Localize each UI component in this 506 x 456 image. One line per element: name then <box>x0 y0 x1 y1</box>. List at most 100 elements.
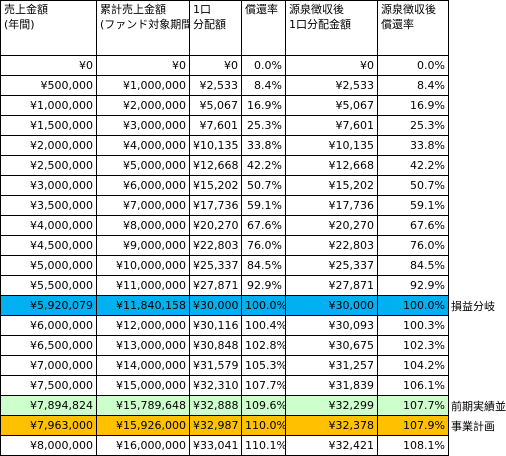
header-cell: 1口 分配額 <box>189 0 242 56</box>
table-cell: ¥14,000,000 <box>96 355 190 376</box>
table-cell: ¥12,000,000 <box>96 315 190 336</box>
table-cell: 102.8% <box>241 335 286 356</box>
note-spacer <box>449 136 506 156</box>
table-cell: ¥4,000,000 <box>96 135 190 156</box>
table-cell: ¥33,041 <box>189 435 242 456</box>
table-cell: ¥10,000,000 <box>96 255 190 276</box>
table-cell: ¥1,500,000 <box>0 115 97 136</box>
table-cell: ¥15,926,000 <box>96 415 190 436</box>
table-cell: ¥20,270 <box>189 215 242 236</box>
table-row: ¥2,500,000 ¥5,000,000 ¥12,668 42.2% ¥12,668 4… <box>0 155 506 176</box>
table-cell: ¥7,601 <box>285 115 378 136</box>
table-cell: ¥25,337 <box>189 255 242 276</box>
table-cell: 106.1% <box>377 375 449 396</box>
table-cell: ¥10,135 <box>189 135 242 156</box>
table-cell: 107.7% <box>377 395 449 416</box>
table-cell: ¥32,421 <box>285 435 378 456</box>
table-row: ¥7,963,000 ¥15,926,000 ¥32,987 110.0% ¥32,37… <box>0 415 506 436</box>
table-cell: 59.1% <box>377 195 449 216</box>
table-cell: 67.6% <box>377 215 449 236</box>
table-cell: ¥5,920,079 <box>0 295 97 316</box>
table-cell: 50.7% <box>377 175 449 196</box>
table-body: ¥0 ¥0 ¥0 0.0% ¥0 0.0% ¥500,000 ¥1,000,000 ¥2,533… <box>0 55 506 456</box>
table-row: ¥7,500,000 ¥15,000,000 ¥32,310 107.7% ¥31,83… <box>0 375 506 396</box>
table-row: ¥7,000,000 ¥14,000,000 ¥31,579 105.3% ¥31,25… <box>0 355 506 376</box>
table-cell: ¥30,675 <box>285 335 378 356</box>
table-row: ¥5,500,000 ¥11,000,000 ¥27,871 92.9% ¥27,871… <box>0 275 506 296</box>
table-cell: 107.7% <box>241 375 286 396</box>
table-cell: 42.2% <box>377 155 449 176</box>
table-cell: ¥2,000,000 <box>96 95 190 116</box>
table-cell: ¥6,500,000 <box>0 335 97 356</box>
table-row: ¥4,500,000 ¥9,000,000 ¥22,803 76.0% ¥22,803 7… <box>0 235 506 256</box>
table-cell: 50.7% <box>241 175 286 196</box>
table-cell: ¥0 <box>96 55 190 76</box>
header-spacer <box>449 1 506 56</box>
note-spacer <box>449 96 506 116</box>
table-cell: 107.9% <box>377 415 449 436</box>
table-cell: 16.9% <box>241 95 286 116</box>
table-cell: ¥0 <box>0 55 97 76</box>
table-cell: ¥15,000,000 <box>96 375 190 396</box>
note-spacer <box>449 376 506 396</box>
table-cell: 100.0% <box>241 295 286 316</box>
table-cell: ¥11,000,000 <box>96 275 190 296</box>
table-cell: ¥30,000 <box>285 295 378 316</box>
note-spacer <box>449 56 506 76</box>
table-cell: ¥2,533 <box>189 75 242 96</box>
row-note: 事業計画 <box>451 419 495 433</box>
table-row: ¥3,500,000 ¥7,000,000 ¥17,736 59.1% ¥17,736 5… <box>0 195 506 216</box>
header-line: 源泉徴収後 <box>381 3 436 16</box>
note-spacer <box>449 276 506 296</box>
table-cell: ¥6,000,000 <box>96 175 190 196</box>
table-cell: ¥17,736 <box>189 195 242 216</box>
table-cell: ¥31,257 <box>285 355 378 376</box>
header-line: 売上金額 <box>4 3 48 16</box>
table-cell: ¥32,310 <box>189 375 242 396</box>
table-cell: ¥30,093 <box>285 315 378 336</box>
table-row: ¥7,894,824 ¥15,789,648 ¥32,888 109.6% ¥32,29… <box>0 395 506 416</box>
table-cell: ¥8,000,000 <box>96 215 190 236</box>
table-cell: 76.0% <box>241 235 286 256</box>
table-header: 売上金額 (年間) 累計売上金額 (ファンド対象期間) 1口 分配額 償還率 源泉徴収後 1口分… <box>0 0 506 56</box>
table-cell: ¥15,202 <box>189 175 242 196</box>
table-row: ¥5,000,000 ¥10,000,000 ¥25,337 84.5% ¥25,337… <box>0 255 506 276</box>
table-cell: ¥7,000,000 <box>0 355 97 376</box>
table-cell: 108.1% <box>377 435 449 456</box>
table-cell: ¥7,500,000 <box>0 375 97 396</box>
note-spacer <box>449 356 506 376</box>
table-cell: ¥2,000,000 <box>0 135 97 156</box>
table-cell: ¥0 <box>189 55 242 76</box>
header-cell: 償還率 <box>241 0 286 56</box>
table-cell: ¥32,987 <box>189 415 242 436</box>
table-cell: ¥27,871 <box>189 275 242 296</box>
header-cell: 売上金額 (年間) <box>0 0 97 56</box>
table-cell: ¥17,736 <box>285 195 378 216</box>
table-cell: ¥31,579 <box>189 355 242 376</box>
note-spacer <box>449 176 506 196</box>
table-cell: ¥16,000,000 <box>96 435 190 456</box>
table-row: ¥0 ¥0 ¥0 0.0% ¥0 0.0% <box>0 55 506 76</box>
note-spacer <box>449 116 506 136</box>
table-cell: ¥27,871 <box>285 275 378 296</box>
table-cell: 110.1% <box>241 435 286 456</box>
table-cell: ¥7,894,824 <box>0 395 97 416</box>
table-cell: ¥5,000,000 <box>96 155 190 176</box>
table-cell: ¥32,888 <box>189 395 242 416</box>
table-cell: 92.9% <box>377 275 449 296</box>
table-cell: ¥5,067 <box>189 95 242 116</box>
table-cell: ¥15,202 <box>285 175 378 196</box>
note-spacer <box>449 316 506 336</box>
table-row: ¥6,500,000 ¥13,000,000 ¥30,848 102.8% ¥30,67… <box>0 335 506 356</box>
table-cell: ¥1,000,000 <box>96 75 190 96</box>
table-cell: ¥32,299 <box>285 395 378 416</box>
table-cell: ¥9,000,000 <box>96 235 190 256</box>
table-cell: ¥15,789,648 <box>96 395 190 416</box>
table-cell: ¥22,803 <box>189 235 242 256</box>
table-cell: 16.9% <box>377 95 449 116</box>
header-row: 売上金額 (年間) 累計売上金額 (ファンド対象期間) 1口 分配額 償還率 源泉徴収後 1口分… <box>0 0 506 56</box>
table-cell: ¥0 <box>285 55 378 76</box>
table-cell: ¥6,000,000 <box>0 315 97 336</box>
table-cell: ¥3,500,000 <box>0 195 97 216</box>
